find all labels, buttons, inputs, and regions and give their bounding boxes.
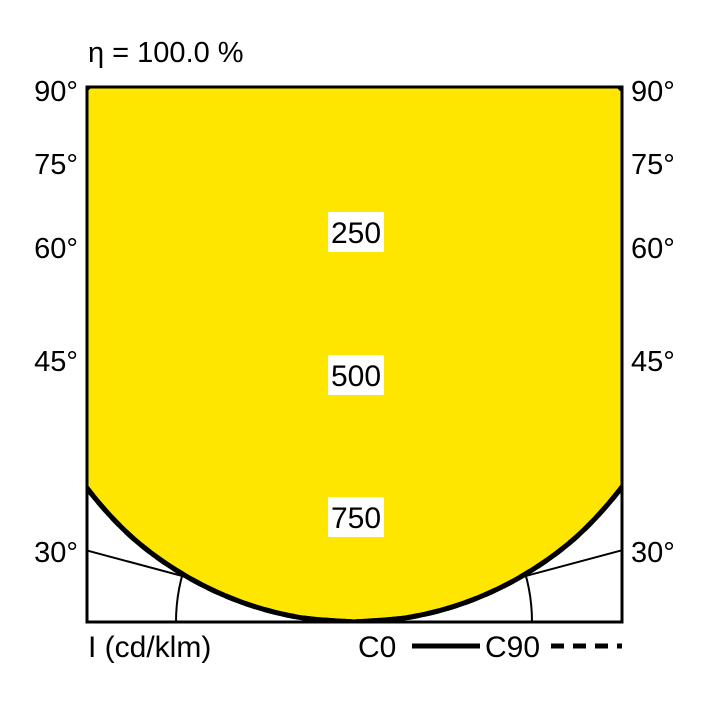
left-tick-90: 90° [34,76,78,108]
intensity-axis-label: I (cd/klm) [88,631,211,664]
legend-c0-label: C0 [358,631,396,664]
ring-label-250-text: 250 [331,217,381,250]
plot-frame [85,85,624,624]
ring-label-750-text: 750 [331,502,381,535]
left-tick-75: 75° [34,149,78,181]
left-tick-60: 60° [34,233,78,265]
ring-label-500-text: 500 [331,360,381,393]
ring-label-250: 250 [328,212,384,252]
efficiency-label: η = 100.0 % [88,37,244,69]
right-tick-60: 60° [631,233,675,265]
ring-label-750: 750 [328,497,384,537]
right-tick-75: 75° [631,149,675,181]
left-angle-axis: 90° 75° 60° 45° 30° [34,76,78,569]
legend: C0 C90 [358,631,622,664]
right-tick-45: 45° [631,346,675,378]
intensity-curve-fill [87,87,622,622]
left-tick-45: 45° [34,346,78,378]
ring-label-500: 500 [328,355,384,395]
left-tick-30: 30° [34,537,78,569]
right-angle-axis: 90° 75° 60° 45° 30° [631,76,675,569]
legend-c90-label: C90 [485,631,540,664]
right-tick-90: 90° [631,76,675,108]
right-tick-30: 30° [631,537,675,569]
